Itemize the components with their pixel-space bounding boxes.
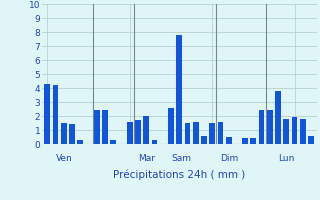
Text: Ven: Ven: [56, 154, 72, 163]
Text: Mar: Mar: [138, 154, 155, 163]
Text: Lun: Lun: [278, 154, 294, 163]
Bar: [176, 35, 182, 144]
Bar: [110, 140, 116, 144]
Bar: [242, 138, 248, 144]
Bar: [185, 123, 190, 144]
Bar: [61, 123, 67, 144]
Bar: [135, 120, 141, 144]
Bar: [308, 136, 314, 144]
Bar: [209, 123, 215, 144]
Bar: [168, 108, 174, 144]
Bar: [44, 84, 50, 144]
Bar: [218, 122, 223, 144]
Bar: [94, 110, 100, 144]
Bar: [53, 85, 59, 144]
Bar: [259, 110, 264, 144]
Text: Sam: Sam: [171, 154, 191, 163]
Bar: [127, 122, 133, 144]
Bar: [201, 136, 207, 144]
Text: Dim: Dim: [220, 154, 239, 163]
Bar: [251, 138, 256, 144]
Bar: [292, 117, 297, 144]
Bar: [267, 110, 273, 144]
Bar: [300, 119, 306, 144]
Bar: [152, 140, 157, 144]
Bar: [193, 122, 199, 144]
Bar: [143, 116, 149, 144]
Bar: [77, 140, 83, 144]
Text: Précipitations 24h ( mm ): Précipitations 24h ( mm ): [113, 169, 245, 180]
Bar: [275, 91, 281, 144]
Bar: [284, 119, 289, 144]
Bar: [102, 110, 108, 144]
Bar: [226, 137, 232, 144]
Bar: [69, 124, 75, 144]
